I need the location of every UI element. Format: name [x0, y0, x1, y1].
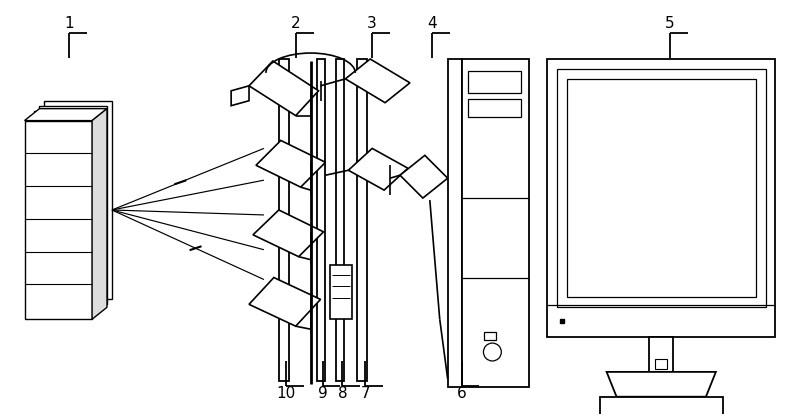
Text: 5: 5: [666, 16, 675, 31]
Bar: [485, 332, 496, 340]
Bar: [358, 59, 367, 381]
Polygon shape: [34, 111, 102, 309]
Polygon shape: [249, 278, 321, 326]
Bar: [462, 59, 529, 387]
Polygon shape: [30, 116, 97, 314]
Text: 4: 4: [427, 16, 437, 31]
Bar: [467, 99, 521, 117]
Polygon shape: [256, 140, 326, 187]
Polygon shape: [44, 101, 112, 299]
Bar: [330, 265, 352, 319]
Bar: [600, 397, 723, 415]
Bar: [655, 359, 667, 369]
Polygon shape: [25, 109, 107, 121]
Polygon shape: [231, 86, 249, 106]
Text: 3: 3: [367, 16, 377, 31]
Text: 9: 9: [318, 386, 327, 401]
Bar: [650, 337, 673, 372]
Bar: [279, 59, 289, 381]
Bar: [557, 69, 766, 308]
Polygon shape: [348, 149, 408, 190]
Bar: [317, 59, 325, 381]
Bar: [547, 59, 775, 337]
Bar: [467, 71, 521, 93]
Text: 6: 6: [457, 386, 466, 401]
Polygon shape: [253, 210, 323, 256]
Text: 8: 8: [338, 386, 347, 401]
Polygon shape: [249, 61, 318, 116]
Bar: [337, 59, 344, 381]
Polygon shape: [400, 155, 448, 198]
Bar: [448, 59, 462, 387]
Polygon shape: [25, 121, 92, 319]
Text: 10: 10: [276, 386, 295, 401]
Polygon shape: [346, 59, 410, 103]
Polygon shape: [39, 106, 107, 304]
Polygon shape: [606, 372, 716, 397]
Bar: [567, 79, 756, 298]
Text: 7: 7: [361, 386, 370, 401]
Text: 1: 1: [65, 16, 74, 31]
Text: 2: 2: [291, 16, 301, 31]
Polygon shape: [92, 109, 107, 319]
Circle shape: [483, 343, 502, 361]
